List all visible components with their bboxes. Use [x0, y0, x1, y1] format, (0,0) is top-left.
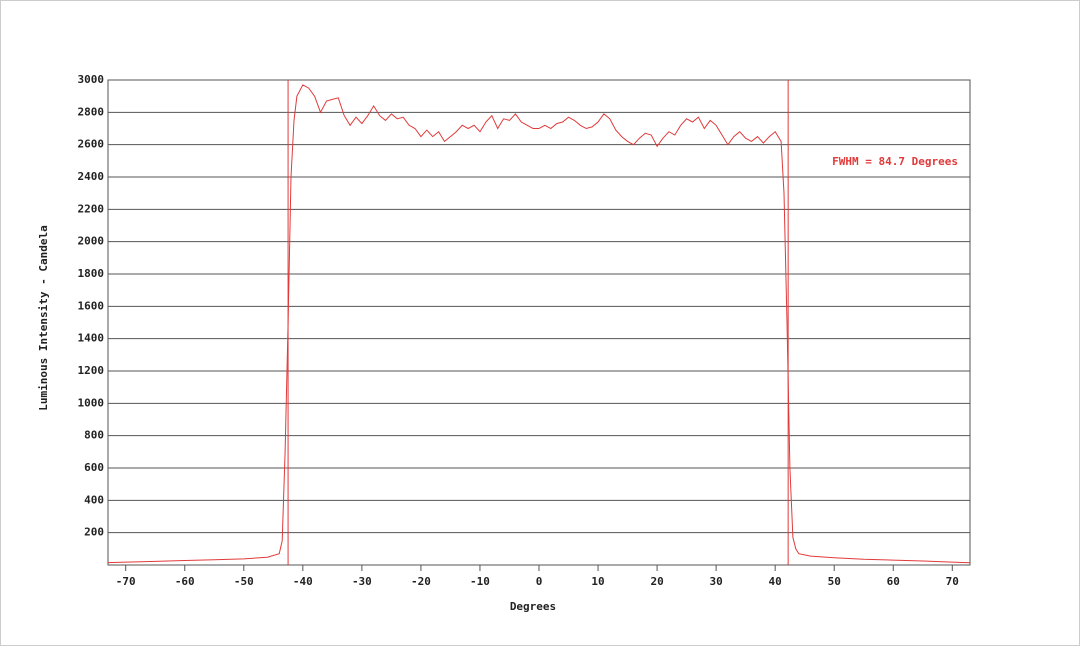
y-tick-label: 2800 [78, 105, 105, 118]
x-tick-label: 60 [887, 575, 900, 588]
x-tick-label: 0 [536, 575, 543, 588]
annotation: FWHM = 84.7 Degrees [832, 155, 958, 168]
y-tick-label: 200 [84, 526, 104, 539]
y-axis-label: Luminous Intensity - Candela [37, 225, 50, 410]
y-tick-label: 400 [84, 493, 104, 506]
x-tick-label: 30 [709, 575, 722, 588]
y-tick-label: 1200 [78, 364, 105, 377]
x-tick-label: 70 [946, 575, 959, 588]
x-tick-label: -70 [116, 575, 136, 588]
y-tick-label: 800 [84, 429, 104, 442]
data-line [107, 84, 971, 564]
x-tick-label: -20 [411, 575, 431, 588]
y-tick-label: 1800 [78, 267, 105, 280]
x-tick-label: -40 [293, 575, 313, 588]
x-axis-label: Degrees [510, 600, 556, 613]
y-tick-label: 2200 [78, 202, 105, 215]
y-tick-label: 2600 [78, 138, 105, 151]
y-tick-label: 1600 [78, 299, 105, 312]
x-tick-label: -60 [175, 575, 195, 588]
x-tick-label: 50 [828, 575, 841, 588]
y-tick-label: 600 [84, 461, 104, 474]
x-tick-label: -50 [234, 575, 254, 588]
y-tick-label: 3000 [78, 73, 105, 86]
x-tick-label: 20 [650, 575, 663, 588]
x-tick-label: 40 [769, 575, 782, 588]
x-tick-label: -30 [352, 575, 372, 588]
y-tick-label: 2400 [78, 170, 105, 183]
y-tick-label: 2000 [78, 235, 105, 248]
y-tick-label: 1400 [78, 332, 105, 345]
x-tick-label: -10 [470, 575, 490, 588]
y-tick-label: 1000 [78, 396, 105, 409]
x-tick-label: 10 [591, 575, 604, 588]
